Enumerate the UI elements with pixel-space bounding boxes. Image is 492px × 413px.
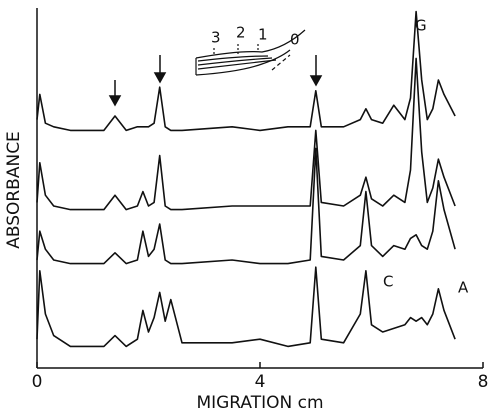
x-axis-label: MIGRATION cm (196, 393, 323, 413)
inset-label: 2 (236, 24, 246, 42)
x-tick-label: 4 (255, 372, 266, 392)
arrows (108, 55, 323, 107)
trace (36, 57, 456, 211)
inset-label: 3 (211, 29, 221, 47)
annotation: A (458, 279, 469, 297)
trace (36, 10, 456, 132)
inset-diagram (195, 29, 306, 76)
annotation: G (415, 17, 427, 35)
inset-label: 1 (258, 26, 268, 44)
trace (36, 147, 456, 265)
x-tick-label: 0 (32, 372, 43, 392)
inset-label: 0 (290, 31, 300, 49)
annotation: C (383, 273, 393, 291)
trace (36, 266, 456, 348)
y-axis-label: ABSORBANCE (4, 131, 24, 249)
x-tick-label: 8 (478, 372, 489, 392)
